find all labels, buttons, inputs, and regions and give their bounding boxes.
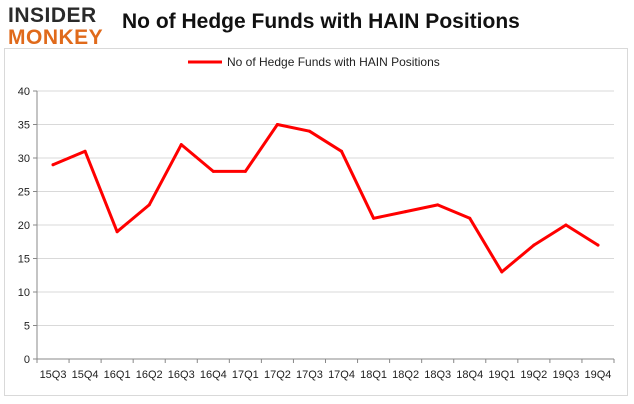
data-point-16Q1	[115, 230, 119, 234]
legend: No of Hedge Funds with HAIN Positions	[188, 55, 440, 69]
chart-title: No of Hedge Funds with HAIN Positions	[122, 10, 520, 33]
x-tick-label-17Q1: 17Q1	[232, 369, 259, 381]
y-tick-label-20: 20	[18, 220, 30, 232]
series-line-0	[51, 123, 600, 274]
data-point-19Q2	[532, 243, 536, 247]
y-tick-label-0: 0	[24, 354, 30, 366]
logo-text-insider: INSIDER	[8, 4, 97, 27]
data-point-17Q4	[340, 149, 344, 153]
data-point-18Q3	[436, 203, 440, 207]
x-tick-label-16Q3: 16Q3	[168, 369, 195, 381]
axes	[33, 90, 615, 363]
data-point-18Q4	[468, 216, 472, 220]
x-tick-label-15Q4: 15Q4	[72, 369, 99, 381]
x-tick-label-19Q2: 19Q2	[520, 369, 547, 381]
y-tick-label-35: 35	[18, 120, 30, 132]
data-point-19Q1	[500, 270, 504, 274]
data-point-18Q2	[404, 210, 408, 214]
logo-text-monkey: MONKEY	[8, 26, 104, 49]
insider-monkey-logo: INSIDER MONKEY	[8, 5, 118, 49]
y-tick-label-30: 30	[18, 153, 30, 165]
y-tick-label-25: 25	[18, 187, 30, 199]
data-point-18Q1	[372, 216, 376, 220]
x-tick-label-18Q4: 18Q4	[456, 369, 483, 381]
data-point-16Q2	[147, 203, 151, 207]
data-point-17Q2	[275, 123, 279, 126]
x-tick-label-19Q3: 19Q3	[552, 369, 579, 381]
x-tick-label-18Q1: 18Q1	[360, 369, 387, 381]
x-tick-label-18Q2: 18Q2	[392, 369, 419, 381]
x-tick-label-16Q2: 16Q2	[136, 369, 163, 381]
y-tick-label-10: 10	[18, 287, 30, 299]
chart-frame	[4, 48, 628, 396]
data-point-19Q4	[596, 243, 600, 247]
y-tick-label-15: 15	[18, 254, 30, 266]
data-point-19Q3	[564, 223, 568, 227]
y-tick-label-5: 5	[24, 321, 30, 333]
x-tick-label-17Q4: 17Q4	[328, 369, 355, 381]
data-point-17Q1	[243, 169, 247, 173]
series-lines	[51, 123, 600, 274]
y-tick-labels: 0 5 10 15 20 25 30 35 40	[18, 86, 30, 366]
data-point-15Q4	[83, 149, 87, 153]
x-tick-label-18Q3: 18Q3	[424, 369, 451, 381]
x-tick-label-16Q4: 16Q4	[200, 369, 227, 381]
x-tick-label-15Q3: 15Q3	[40, 369, 67, 381]
data-point-15Q3	[51, 163, 55, 167]
x-tick-labels: 15Q3 15Q4 16Q1 16Q2 16Q3 16Q4 17Q1 17Q2 17Q3 17Q4…	[40, 369, 612, 381]
data-point-16Q4	[211, 169, 215, 173]
data-point-17Q3	[307, 129, 311, 133]
y-tick-label-40: 40	[18, 86, 30, 98]
x-tick-label-19Q4: 19Q4	[585, 369, 612, 381]
x-tick-label-19Q1: 19Q1	[488, 369, 515, 381]
x-tick-label-17Q3: 17Q3	[296, 369, 323, 381]
data-point-16Q3	[179, 143, 183, 147]
x-tick-label-16Q1: 16Q1	[104, 369, 131, 381]
legend-label: No of Hedge Funds with HAIN Positions	[227, 55, 440, 69]
x-tick-label-17Q2: 17Q2	[264, 369, 291, 381]
